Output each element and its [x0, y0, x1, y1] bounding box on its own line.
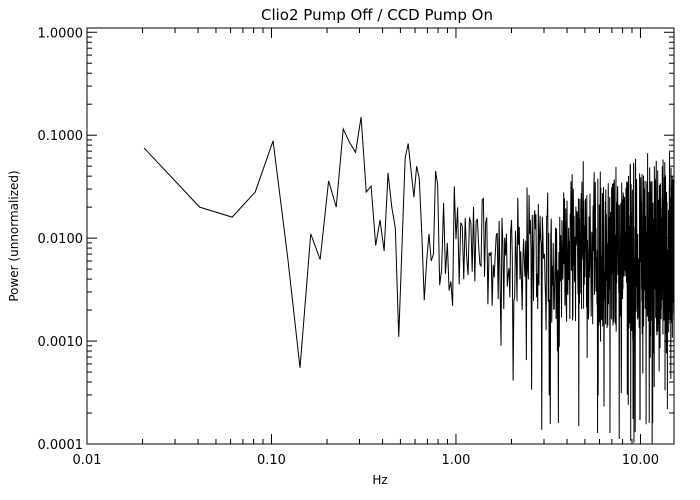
x-tick-label: 0.10 [257, 453, 286, 468]
x-tick-label: 1.00 [441, 453, 470, 468]
x-axis-label: Hz [372, 473, 387, 487]
x-tick-label: 10.00 [622, 453, 659, 468]
y-tick-label: 0.0100 [38, 232, 84, 247]
x-tick-label: 0.01 [73, 453, 102, 468]
chart-title: Clio2 Pump Off / CCD Pump On [261, 6, 493, 24]
y-tick-label: 0.0010 [38, 335, 84, 350]
y-axis-label: Power (unnormalized) [7, 170, 21, 301]
series-line [143, 116, 675, 445]
y-tick-label: 1.0000 [38, 26, 84, 41]
y-tick-label: 0.0001 [38, 438, 84, 453]
plot-frame [86, 27, 675, 445]
y-tick-label: 0.1000 [38, 129, 84, 144]
axis-tick-labels: 0.01 0.10 1.00 10.00 0.0001 0.0010 0.0100 0.100… [38, 26, 660, 468]
